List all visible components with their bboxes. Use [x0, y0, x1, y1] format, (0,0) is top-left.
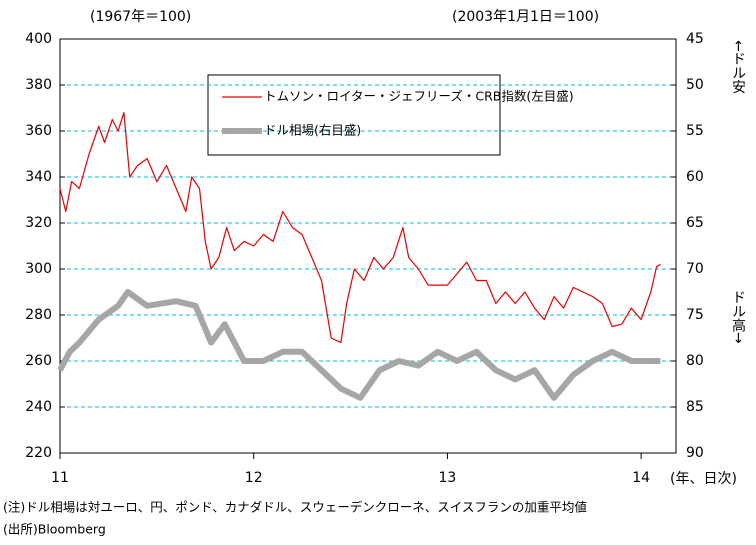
legend-label: トムソン・ロイター・ジェフリーズ・CRB指数(左目盛)	[264, 89, 574, 104]
y-tick-label: 280	[25, 307, 52, 323]
y2-tick-label: 50	[686, 77, 704, 93]
y2-tick-label: 55	[686, 123, 704, 139]
note: (注)ドル相場は対ユーロ、円、ポンド、カナダドル、スウェーデンクローネ、スイスフ…	[3, 500, 587, 515]
legend-box	[207, 74, 501, 156]
x-tick-label: 14	[632, 470, 650, 486]
y-tick-label: 300	[25, 261, 52, 277]
y-tick-label: 400	[25, 31, 52, 47]
x-tick-label: 11	[51, 470, 69, 486]
plot-frame	[59, 38, 677, 454]
y2-tick-label: 85	[686, 399, 704, 415]
y2-tick-label: 90	[686, 445, 704, 461]
left-axis-note: (1967年＝100)	[90, 9, 191, 25]
legend-label: ドル相場(右目盛)	[264, 123, 361, 138]
y-tick-label: 260	[25, 353, 52, 369]
y2-tick-label: 75	[686, 307, 704, 323]
y2-bottom-annotation: ドル高→	[730, 290, 746, 344]
y-tick-label: 220	[25, 445, 52, 461]
y-tick-label: 360	[25, 123, 52, 139]
x-tick-label: 13	[439, 470, 457, 486]
y2-tick-label: 45	[686, 31, 704, 47]
y2-tick-label: 60	[686, 169, 704, 185]
x-tick-label: 12	[245, 470, 263, 486]
y-tick-label: 320	[25, 215, 52, 231]
y2-tick-label: 80	[686, 353, 704, 369]
source: (出所)Bloomberg	[3, 522, 106, 537]
y2-tick-label: 65	[686, 215, 704, 231]
x-axis-label: (年、日次)	[670, 471, 737, 487]
y-tick-label: 340	[25, 169, 52, 185]
right-axis-note: (2003年1月1日＝100)	[452, 9, 599, 25]
y-tick-label: 240	[25, 399, 52, 415]
series-line	[59, 112, 661, 344]
y-tick-label: 380	[25, 77, 52, 93]
y2-tick-label: 70	[686, 261, 704, 277]
y2-top-annotation: ←ドル安	[730, 40, 746, 94]
series-line	[57, 289, 661, 401]
